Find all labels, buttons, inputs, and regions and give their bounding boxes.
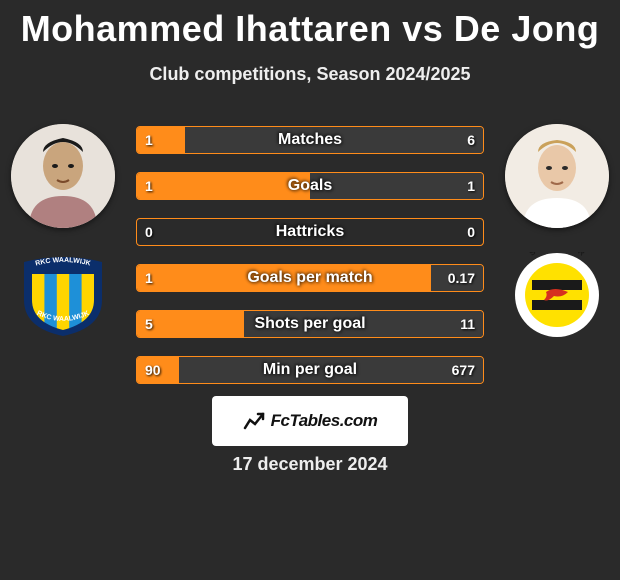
stat-bar: 1 1 Goals — [136, 172, 484, 200]
stat-label: Shots per goal — [254, 315, 365, 333]
chart-icon — [243, 410, 265, 432]
stat-value-right: 11 — [460, 316, 475, 332]
stat-value-left: 5 — [145, 316, 153, 332]
stat-bar: 0 0 Hattricks — [136, 218, 484, 246]
club-left-badge: RKC WAALWIJKRKC WAALWIJK — [11, 252, 115, 338]
subtitle: Club competitions, Season 2024/2025 — [0, 64, 620, 85]
stat-value-right: 0.17 — [448, 270, 475, 286]
stat-bar: 1 6 Matches — [136, 126, 484, 154]
stat-bar: 1 0.17 Goals per match — [136, 264, 484, 292]
stat-fill-right — [310, 173, 483, 199]
stat-value-right: 6 — [467, 132, 475, 148]
circle-badge-icon: SC CAMBUUR — [514, 252, 600, 338]
stat-value-right: 1 — [467, 178, 475, 194]
stat-label: Min per goal — [263, 361, 357, 379]
stat-label: Matches — [278, 131, 342, 149]
player-left-column: RKC WAALWIJKRKC WAALWIJK — [8, 124, 118, 338]
stat-fill-left — [137, 173, 310, 199]
stat-bar: 90 677 Min per goal — [136, 356, 484, 384]
club-right-badge: SC CAMBUUR — [505, 252, 609, 338]
stat-fill-left — [137, 311, 244, 337]
stat-label: Goals — [288, 177, 332, 195]
stat-value-left: 0 — [145, 224, 153, 240]
stat-value-left: 1 — [145, 178, 153, 194]
stat-bar: 5 11 Shots per goal — [136, 310, 484, 338]
player-right-column: SC CAMBUUR — [502, 124, 612, 338]
stat-bars: 16Matches11Goals00Hattricks10.17Goals pe… — [136, 126, 484, 384]
player-left-avatar — [11, 124, 115, 228]
stat-value-left: 1 — [145, 270, 153, 286]
branding-text: FcTables.com — [271, 411, 378, 431]
stat-value-left: 90 — [145, 362, 161, 378]
page-title: Mohammed Ihattaren vs De Jong — [0, 0, 620, 50]
shield-icon: RKC WAALWIJKRKC WAALWIJK — [18, 252, 108, 338]
stat-label: Goals per match — [247, 269, 372, 287]
player-right-avatar — [505, 124, 609, 228]
person-icon — [11, 124, 115, 228]
date-text: 17 december 2024 — [0, 454, 620, 475]
stat-value-right: 0 — [467, 224, 475, 240]
stat-value-right: 677 — [452, 362, 475, 378]
stat-label: Hattricks — [276, 223, 344, 241]
person-icon — [505, 124, 609, 228]
branding-badge[interactable]: FcTables.com — [212, 396, 408, 446]
stat-value-left: 1 — [145, 132, 153, 148]
